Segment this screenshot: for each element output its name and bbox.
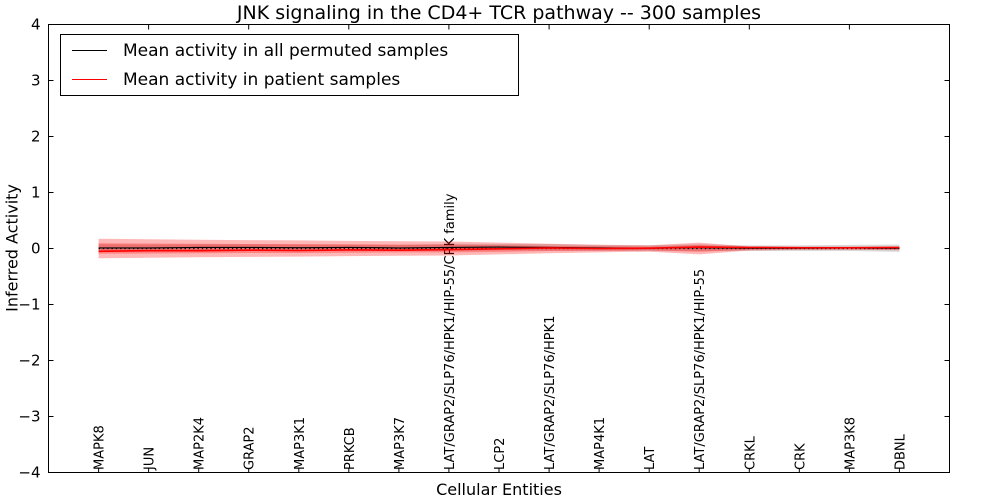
y-tick-label: −4	[18, 464, 40, 482]
x-tick-label: MAP3K7	[393, 417, 408, 470]
legend-label-patient: Mean activity in patient samples	[123, 69, 401, 90]
x-tick-label: CRKL	[743, 435, 758, 470]
x-tick-label: CRK	[793, 443, 808, 470]
y-tick-label: −3	[18, 408, 40, 426]
x-tick-label: MAP3K1	[293, 417, 308, 470]
x-tick-label: LAT/GRAP2/SLP76/HPK1/HIP-55/CRK family	[443, 193, 458, 470]
x-tick-label: PRKCB	[343, 427, 358, 470]
mean-line-patient	[98, 246, 900, 253]
y-axis-title: Inferred Activity	[2, 184, 22, 312]
x-tick-label: GRAP2	[243, 426, 258, 470]
chart-title: JNK signaling in the CD4+ TCR pathway --…	[236, 2, 762, 24]
x-tick-label: MAP4K1	[593, 417, 608, 470]
legend-label-permuted: Mean activity in all permuted samples	[123, 40, 449, 61]
legend-item-patient: Mean activity in patient samples	[61, 65, 518, 94]
permuted-line-swatch	[72, 50, 107, 51]
patient-line-swatch	[72, 79, 107, 80]
y-tick-label: 0	[31, 240, 41, 258]
x-tick-label: JUN	[143, 447, 158, 471]
legend-item-permuted: Mean activity in all permuted samples	[61, 36, 518, 65]
x-tick-label: DBNL	[893, 433, 908, 470]
y-tick-label: 2	[31, 128, 41, 146]
x-tick-label: MAP2K4	[193, 417, 208, 470]
y-tick-label: 1	[31, 184, 41, 202]
y-tick-label: 3	[31, 72, 41, 90]
y-tick-label: −2	[18, 352, 40, 370]
x-axis-title: Cellular Entities	[436, 480, 562, 499]
y-tick-label: 4	[31, 16, 41, 34]
x-tick-label: LAT/GRAP2/SLP76/HPK1	[543, 316, 558, 470]
x-tick-label: LAT	[643, 447, 658, 470]
x-tick-label: MAP3K8	[843, 417, 858, 470]
x-tick-label: MAPK8	[93, 425, 108, 470]
x-tick-label: LAT/GRAP2/SLP76/HPK1/HIP-55	[693, 269, 708, 470]
y-tick-label: −1	[18, 296, 40, 314]
x-tick-label: LCP2	[493, 438, 508, 470]
legend: Mean activity in all permuted samples Me…	[60, 34, 519, 96]
